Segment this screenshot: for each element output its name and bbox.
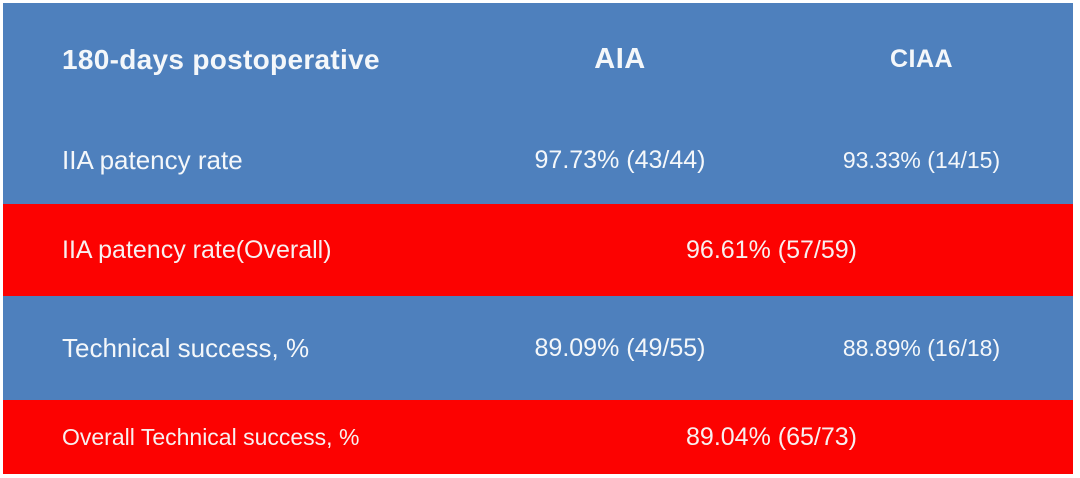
table-row-iia-patency-rate-overall: IIA patency rate(Overall) 96.61% (57/59) xyxy=(3,204,1073,296)
header-title: 180-days postoperative xyxy=(62,43,380,75)
table-row-technical-success: Technical success, % 89.09% (49/55) 88.8… xyxy=(3,296,1073,400)
value-iia-patency-overall: 96.61% (57/59) xyxy=(686,235,857,264)
value-iia-patency-aia: 97.73% (43/44) xyxy=(534,145,706,174)
row-label-technical-success: Technical success, % xyxy=(62,332,310,363)
row-label-iia-patency-rate-overall: IIA patency rate(Overall) xyxy=(62,235,332,264)
outcomes-table: 180-days postoperative AIA CIAA IIA pate… xyxy=(3,3,1073,474)
header-col-ciaa: CIAA xyxy=(889,45,954,73)
table-row-overall-technical-success: Overall Technical success, % 89.04% (65/… xyxy=(3,400,1073,474)
header-col-aia: AIA xyxy=(594,43,646,75)
value-technical-success-overall: 89.04% (65/73) xyxy=(686,422,857,451)
table-header-row: 180-days postoperative AIA CIAA xyxy=(3,3,1073,116)
value-technical-success-ciaa: 88.89% (16/18) xyxy=(842,334,1001,361)
table-row-iia-patency-rate: IIA patency rate 97.73% (43/44) 93.33% (… xyxy=(3,116,1073,204)
row-label-overall-technical-success: Overall Technical success, % xyxy=(62,423,360,450)
row-label-iia-patency-rate: IIA patency rate xyxy=(62,144,243,175)
value-iia-patency-ciaa: 93.33% (14/15) xyxy=(842,146,1001,173)
value-technical-success-aia: 89.09% (49/55) xyxy=(534,333,706,362)
